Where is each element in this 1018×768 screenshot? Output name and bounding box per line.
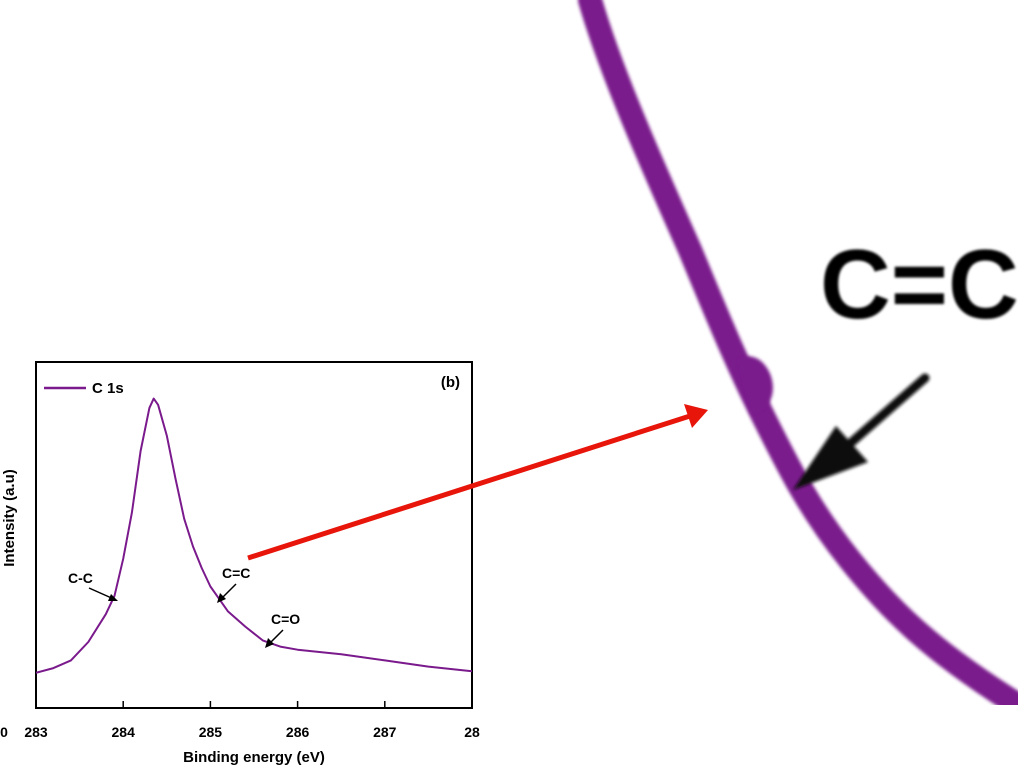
series-c1s-line (36, 397, 472, 674)
x-tick-label-284: 284 (112, 724, 136, 740)
legend-label: C 1s (92, 380, 124, 397)
zoom-label: C=C (820, 229, 1018, 339)
annotation-c-eq-c-arrowhead (217, 593, 226, 603)
zoom-inset: C=C (578, 0, 1018, 705)
zoom-curve (578, 0, 1018, 705)
annotation-c-c-arrowhead (108, 594, 118, 601)
zoom-arrow (793, 373, 930, 490)
annotation-c-c: C-C (68, 570, 118, 601)
annotation-c-c-label: C-C (68, 570, 93, 586)
x-tick-label-286: 286 (286, 724, 310, 740)
y-axis-label: Intensity (a.u) (1, 469, 18, 567)
annotation-c-eq-c-label: C=C (222, 565, 250, 581)
legend: C 1s (44, 380, 124, 397)
x-axis-tick-labels: 283 284 285 286 287 28 (24, 724, 480, 740)
x-axis-ticks (35, 701, 473, 708)
x-tick-label-28: 28 (464, 724, 480, 740)
x-tick-label-283: 283 (24, 724, 48, 740)
annotation-c-o-arrowhead (265, 638, 274, 648)
x-tick-label-287: 287 (373, 724, 397, 740)
annotation-c-o-label: C=O (271, 611, 300, 627)
y-axis-edge-label: 0 (0, 724, 8, 740)
x-tick-label-285: 285 (199, 724, 223, 740)
plot-frame (35, 361, 473, 709)
main-plot: 283 284 285 286 287 28 0 Binding energy (eV) … (0, 361, 480, 766)
panel-label: (b) (441, 374, 460, 391)
annotation-c-o: C=O (265, 611, 300, 648)
zoom-curve-bump (738, 356, 773, 414)
annotation-c-eq-c: C=C (217, 565, 250, 603)
x-axis-label: Binding energy (eV) (183, 749, 325, 766)
zoom-pointer-arrow (247, 404, 708, 561)
